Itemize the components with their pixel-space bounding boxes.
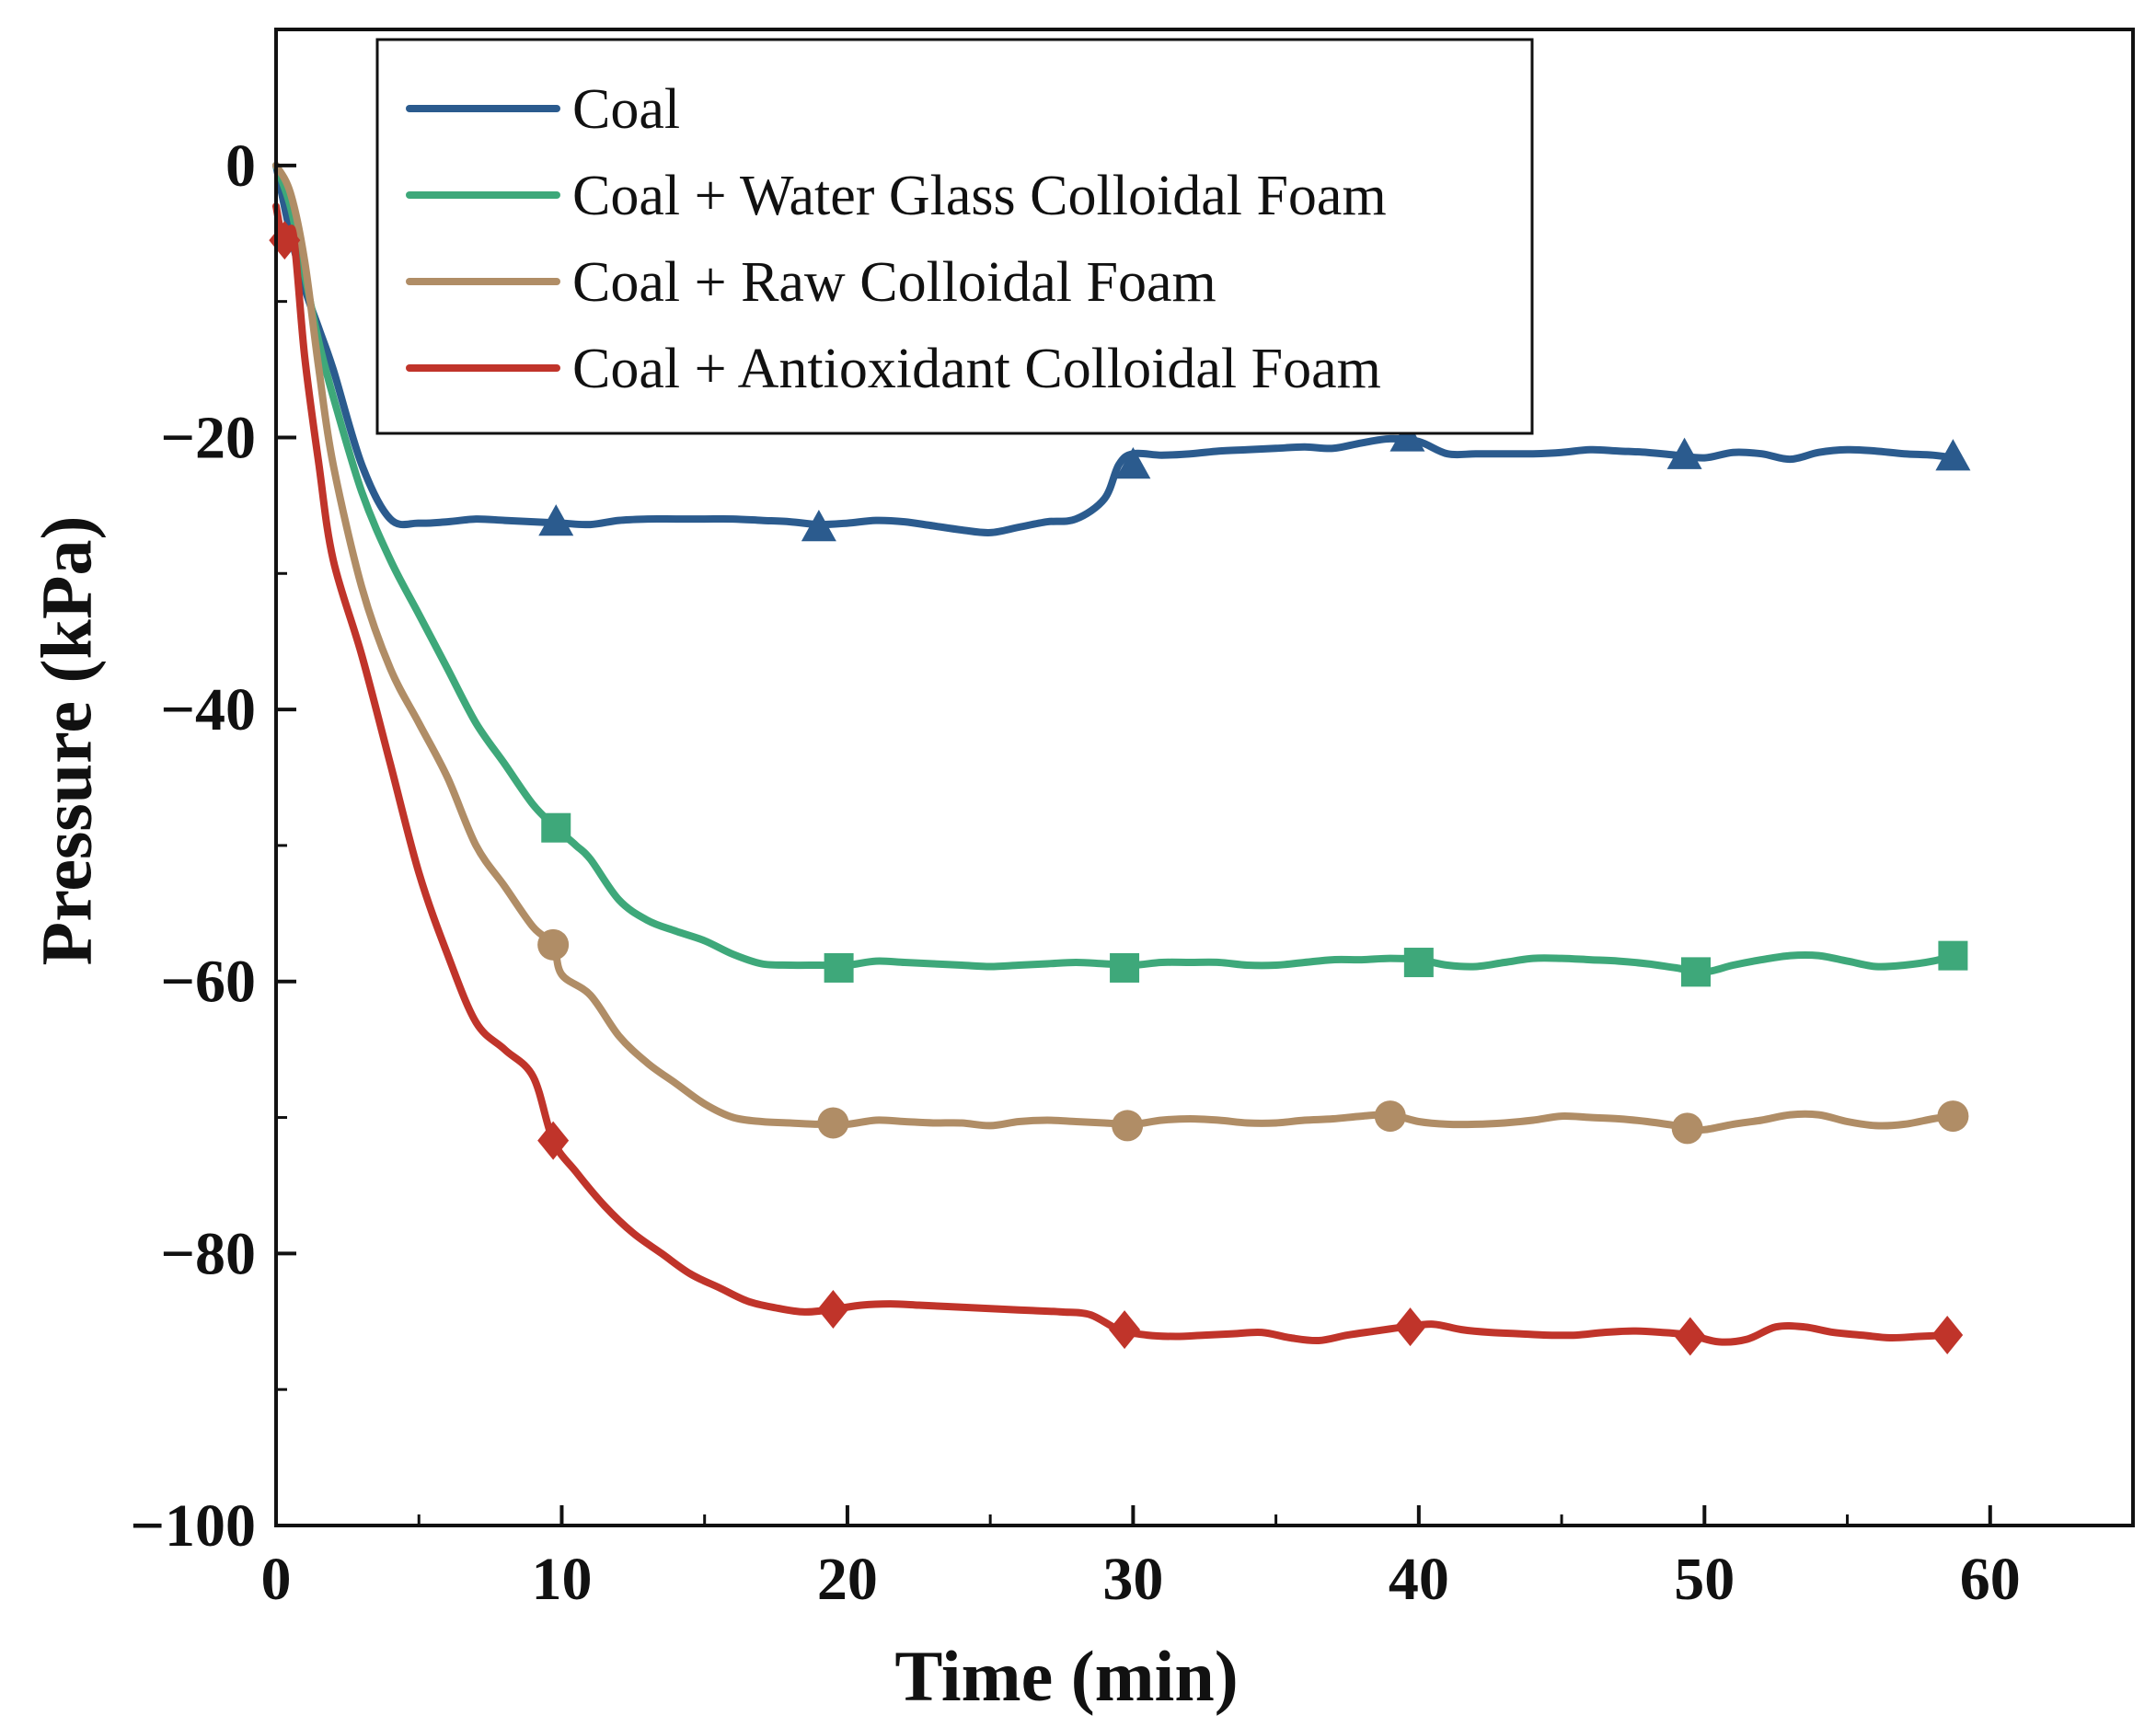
series-2-data-point [1671, 1112, 1703, 1145]
x-tick-label: 30 [1102, 1546, 1163, 1613]
y-axis-title: Pressure (kPa) [27, 516, 107, 966]
x-tick-label: 50 [1674, 1546, 1735, 1613]
series-0-data-point [1115, 447, 1151, 479]
x-tick-label: 20 [817, 1546, 878, 1613]
series-2-data-point [537, 928, 570, 961]
y-tick-label: −100 [130, 1492, 256, 1560]
legend-box [375, 38, 1534, 435]
series-2-data-point [1374, 1100, 1406, 1133]
y-tick-label: −80 [160, 1220, 256, 1287]
series-1-data-point [1110, 952, 1140, 983]
plot-frame [274, 28, 2135, 1527]
series-0-data-point [801, 510, 836, 542]
series-1-data-point [1680, 957, 1711, 987]
series-1-data-point [1403, 948, 1434, 978]
series-1-data-point [824, 952, 854, 983]
series-layer [272, 161, 1957, 1346]
series-3-data-point [537, 1121, 570, 1160]
series-3-data-point [817, 1289, 849, 1329]
series-2-data-point [1112, 1110, 1144, 1142]
series-2-data-point [1937, 1100, 1969, 1133]
legend-label: Coal + Antioxidant Colloidal Foam [572, 338, 1381, 400]
series-0-data-point [538, 504, 574, 536]
series-3-data-point [1931, 1316, 1964, 1355]
x-tick-label: 60 [1960, 1546, 2021, 1613]
series-3-data-point [1109, 1310, 1141, 1350]
legend-label: Coal + Raw Colloidal Foam [572, 251, 1216, 314]
series-2-data-point [817, 1107, 849, 1139]
series-line-1 [272, 161, 1957, 976]
series-0-data-point [1389, 420, 1425, 452]
y-tick-label: 0 [225, 132, 256, 200]
y-tick-label: −20 [160, 404, 256, 471]
legend: Coal Coal + Water Glass Colloidal Foam Coa… [375, 38, 1534, 435]
series-3-data-point [1394, 1307, 1426, 1347]
series-line-3 [272, 202, 1952, 1346]
x-tick-label: 10 [531, 1546, 592, 1613]
y-tick-label: −60 [160, 949, 256, 1016]
series-line-0 [272, 161, 1957, 536]
x-tick-label: 40 [1389, 1546, 1449, 1613]
marker-layer [269, 221, 1971, 1356]
series-0-data-point [1666, 437, 1702, 469]
x-axis-title: Time (min) [894, 1636, 1238, 1716]
series-0-data-point [1935, 439, 1971, 471]
tick-layer: 0 10 20 30 40 50 60 0 −20 −40 −60 −80 −100 [130, 132, 2020, 1613]
legend-label: Coal [572, 78, 680, 141]
y-tick-label: −40 [160, 676, 256, 743]
x-tick-label: 0 [261, 1546, 292, 1613]
legend-label: Coal + Water Glass Colloidal Foam [572, 165, 1387, 227]
series-1-data-point [1938, 940, 1968, 971]
series-1-data-point [541, 812, 571, 843]
series-3-data-point [1674, 1317, 1706, 1356]
